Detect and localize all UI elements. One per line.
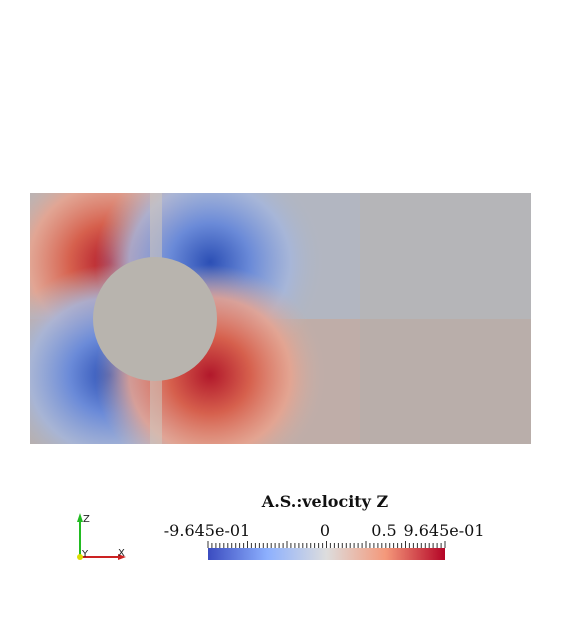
colorbar-label-half: 0.5 [371,521,396,540]
colorbar-label-min: -9.645e-01 [164,521,250,540]
y-axis-label: Y [81,549,89,560]
z-axis-arrowhead [77,513,83,522]
y-axis-dot [77,554,83,560]
x-axis-arrowhead [118,554,126,560]
flow-field [30,193,531,444]
orientation-axes: Z Y X [77,513,126,560]
colorbar-title: A.S.:velocity Z [261,492,389,511]
cylinder-obstacle [93,257,217,381]
color-legend: A.S.:velocity Z -9.645e-01 0 0.5 9.645e-… [164,492,485,560]
colorbar-label-zero: 0 [320,521,330,540]
colorbar-gradient [208,548,445,560]
z-axis-label: Z [83,514,90,525]
x-axis-label: X [118,548,125,559]
colorbar-label-max: 9.645e-01 [403,521,484,540]
colorbar-ticks [207,541,446,548]
